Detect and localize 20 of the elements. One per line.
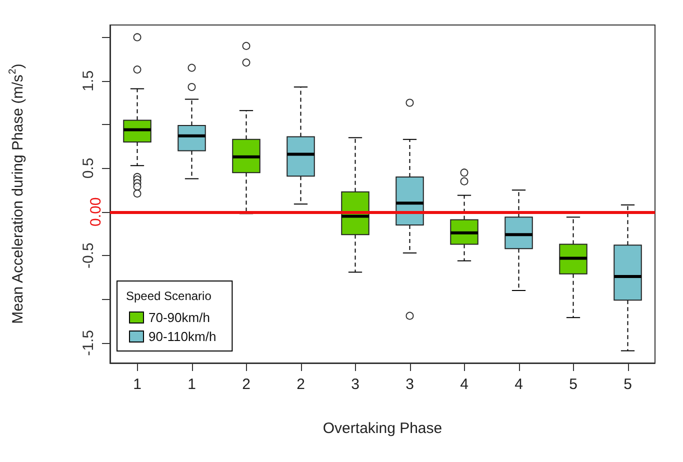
y-axis-title: Mean Acceleration during Phase (m/s2): [8, 64, 26, 324]
x-tick-label: 4: [514, 376, 523, 393]
x-tick-label: 1: [133, 376, 142, 393]
legend-title: Speed Scenario: [126, 289, 212, 303]
legend-label: 90-110km/h: [148, 329, 216, 344]
x-tick-label: 2: [296, 376, 305, 393]
ref-line-label: 0.00: [88, 197, 104, 227]
x-tick-label: 1: [188, 376, 196, 393]
x-tick-label: 5: [624, 376, 632, 393]
x-tick-label: 4: [460, 376, 468, 393]
legend-label: 70-90km/h: [148, 310, 210, 325]
x-tick-label: 2: [242, 376, 250, 393]
y-tick-label: 1.5: [80, 70, 97, 92]
y-tick-label: -1.5: [80, 330, 97, 356]
x-tick-label: 3: [406, 376, 414, 393]
y-tick-label: -0.5: [80, 242, 97, 269]
x-tick-label: 3: [351, 376, 360, 393]
x-axis-title: Overtaking Phase: [322, 420, 442, 437]
y-tick-label: 0.5: [80, 158, 97, 179]
x-tick-label: 5: [569, 376, 578, 393]
